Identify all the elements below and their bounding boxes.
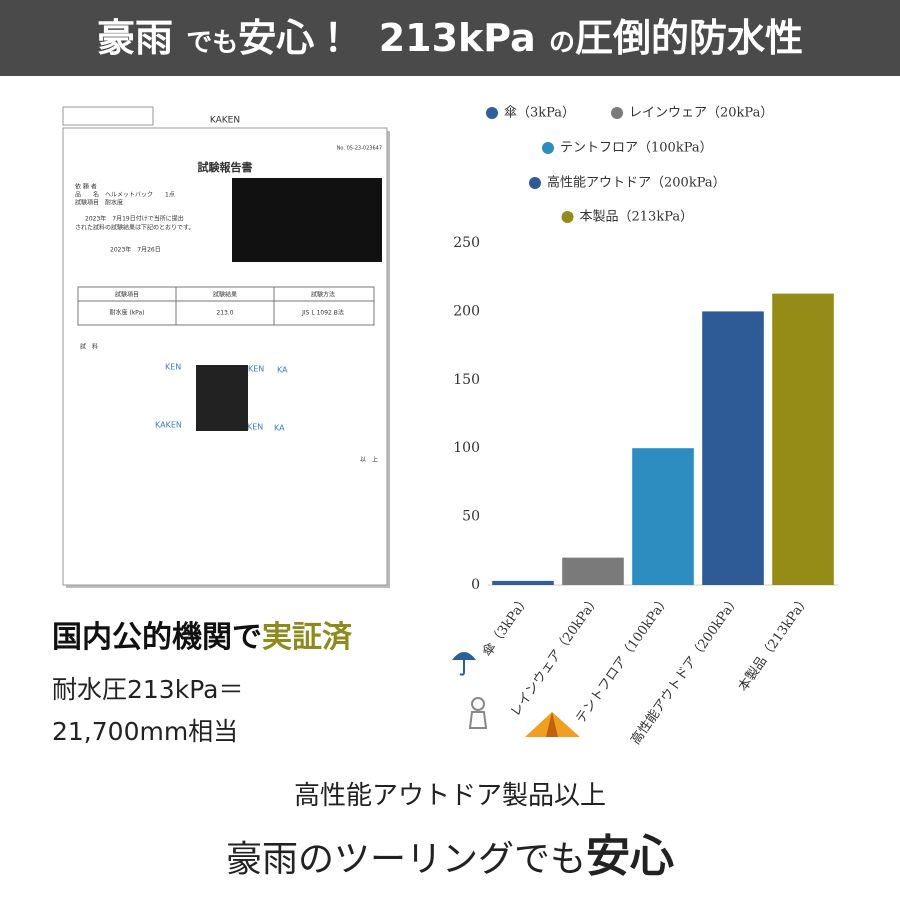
x-tick-label: 傘（3kPa） bbox=[480, 593, 533, 660]
report-field: 依 頼 者 bbox=[75, 183, 97, 191]
table-header: 試験方法 bbox=[311, 291, 335, 299]
bar bbox=[772, 293, 834, 585]
y-tick-label: 200 bbox=[453, 303, 480, 319]
report-date: 2023年 7月26日 bbox=[110, 246, 161, 254]
header-text: 豪雨 bbox=[96, 16, 173, 60]
report-statement: された試料の試験結果は下記のとおりです。 bbox=[75, 224, 194, 232]
sample-mark: KEN bbox=[248, 365, 264, 374]
report-org: KAKEN bbox=[210, 116, 240, 126]
footer-line: 高性能アウトドア製品以上 bbox=[293, 781, 606, 811]
legend-swatch bbox=[542, 142, 554, 154]
header-text: 安心！ bbox=[238, 16, 353, 60]
sample-mark: KEN bbox=[165, 363, 181, 372]
y-tick-label: 100 bbox=[453, 440, 480, 456]
caption-title: 国内公的機関で実証済 bbox=[52, 612, 352, 656]
footer-emphasis: 安心 bbox=[586, 831, 674, 882]
legend-label: テントフロア（100kPa） bbox=[560, 141, 713, 156]
report-sample-label: 試 料 bbox=[80, 343, 98, 351]
legend-swatch bbox=[611, 107, 623, 119]
bar bbox=[702, 311, 764, 585]
sample-mark: KA bbox=[277, 366, 288, 375]
report-end: 以 上 bbox=[360, 456, 378, 464]
header-text: の bbox=[549, 28, 576, 58]
sample-swatch bbox=[196, 365, 248, 431]
sample-mark: KAKEN bbox=[155, 421, 182, 430]
y-tick-label: 50 bbox=[462, 509, 480, 525]
table-header: 試験項目 bbox=[115, 291, 139, 299]
table-cell: 213.0 bbox=[216, 310, 233, 317]
report-field: 試験項目 耐水度 bbox=[75, 199, 123, 207]
table-cell: JIS L 1092 B法 bbox=[301, 309, 344, 317]
bar bbox=[632, 448, 694, 585]
legend-swatch bbox=[561, 211, 574, 223]
header: 豪雨 でも安心！ 213kPa の圧倒的防水性 bbox=[0, 0, 900, 76]
tent-door bbox=[546, 712, 558, 737]
y-tick-label: 150 bbox=[453, 372, 480, 388]
sample-mark: KEN bbox=[247, 423, 263, 432]
caption-line: 21,700mm相当 bbox=[52, 717, 239, 746]
legend-label: 高性能アウトドア（200kPa） bbox=[547, 175, 726, 191]
header-text: でも bbox=[186, 28, 239, 58]
table-header: 試験結果 bbox=[213, 291, 237, 299]
y-tick-label: 0 bbox=[471, 577, 480, 593]
legend-label: 傘（3kPa） bbox=[504, 106, 575, 121]
x-tick-label: 本製品（213kPa） bbox=[736, 593, 813, 695]
header-text: 213kPa bbox=[378, 16, 536, 60]
report-table bbox=[77, 286, 375, 326]
legend-swatch bbox=[486, 107, 498, 119]
chart: 0 50 100 150 200 250 傘（3kPa） レインウェア（20kPa） テントフロ… bbox=[453, 106, 838, 748]
y-tick-label: 250 bbox=[453, 235, 480, 251]
redaction bbox=[232, 178, 382, 262]
report-box bbox=[62, 106, 154, 126]
report-title: 試験報告書 bbox=[198, 160, 253, 174]
report-field: 品 名 ヘルメットバック 1点 bbox=[75, 191, 175, 199]
footer-line: 豪雨のツーリングでも安心 bbox=[0, 820, 900, 884]
sample-marks: KEN KEN KA KAKEN KEN KA bbox=[155, 363, 288, 433]
report-number: No. 05-23-023647 bbox=[337, 146, 382, 152]
rain-icon bbox=[471, 697, 485, 711]
caption-text: 国内公的機関で bbox=[52, 620, 262, 655]
bar bbox=[562, 557, 624, 585]
rain-icon bbox=[468, 711, 488, 729]
legend-label: レインウェア（20kPa） bbox=[629, 106, 773, 121]
caption-line: 耐水圧213kPa＝ bbox=[52, 675, 244, 704]
report-statement: 2023年 7月19日付けで当所に提出 bbox=[85, 215, 184, 223]
legend-swatch bbox=[529, 177, 541, 189]
table-cell: 耐水度 (kPa) bbox=[109, 309, 144, 317]
icons bbox=[452, 652, 580, 737]
caption-highlight: 実証済 bbox=[262, 620, 352, 655]
report: KAKEN No. 05-23-023647 試験報告書 依 頼 者 品 名 ヘ… bbox=[62, 106, 390, 588]
header-text: 圧倒的防水性 bbox=[575, 16, 804, 60]
umbrella-handle bbox=[459, 660, 465, 676]
bar bbox=[492, 580, 554, 585]
sample-mark: KA bbox=[274, 424, 285, 433]
legend-label: 本製品（213kPa） bbox=[580, 210, 694, 225]
footer-text: 豪雨のツーリングでも bbox=[225, 839, 586, 880]
umbrella-icon bbox=[452, 652, 476, 660]
